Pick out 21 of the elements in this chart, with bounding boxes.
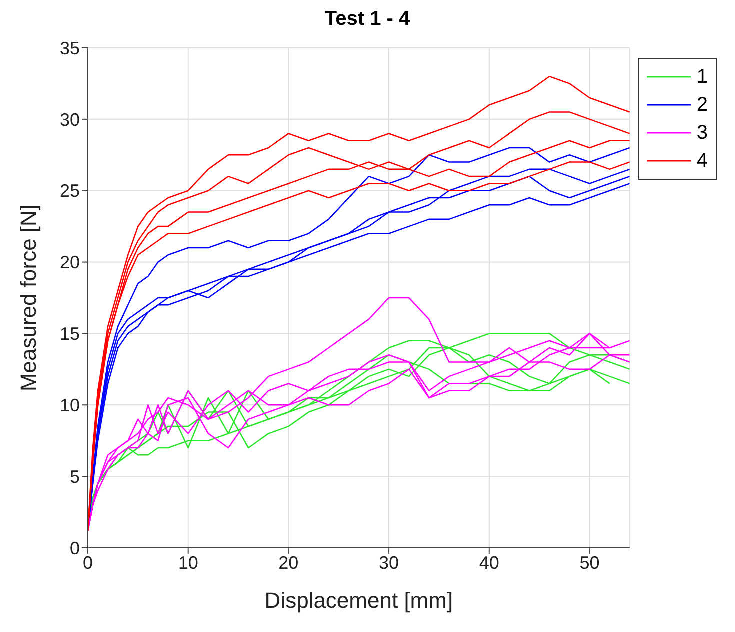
y-tick-label: 30	[60, 110, 80, 130]
x-tick-label: 30	[379, 552, 400, 573]
legend-label: 3	[696, 121, 708, 146]
x-tick-label: 0	[82, 552, 94, 573]
x-tick-label: 50	[580, 552, 600, 573]
x-tick-label: 40	[479, 552, 500, 573]
x-axis-title: Displacement [mm]	[264, 588, 454, 613]
y-tick-label: 15	[60, 324, 80, 344]
legend-label: 4	[696, 149, 708, 174]
x-tick-label: 10	[178, 552, 198, 573]
y-tick-label: 5	[70, 466, 80, 487]
legend-label: 2	[696, 93, 708, 118]
y-tick-label: 25	[60, 181, 80, 202]
y-axis-title: Measured force [N]	[16, 204, 41, 392]
chart-title: Test 1 - 4	[324, 8, 412, 32]
y-tick-label: 0	[70, 538, 80, 558]
x-tick-label: 20	[278, 552, 299, 573]
y-tick-label: 10	[60, 396, 80, 416]
y-tick-label: 35	[60, 38, 80, 58]
y-tick-label: 20	[60, 252, 80, 273]
legend-label: 1	[696, 65, 708, 90]
